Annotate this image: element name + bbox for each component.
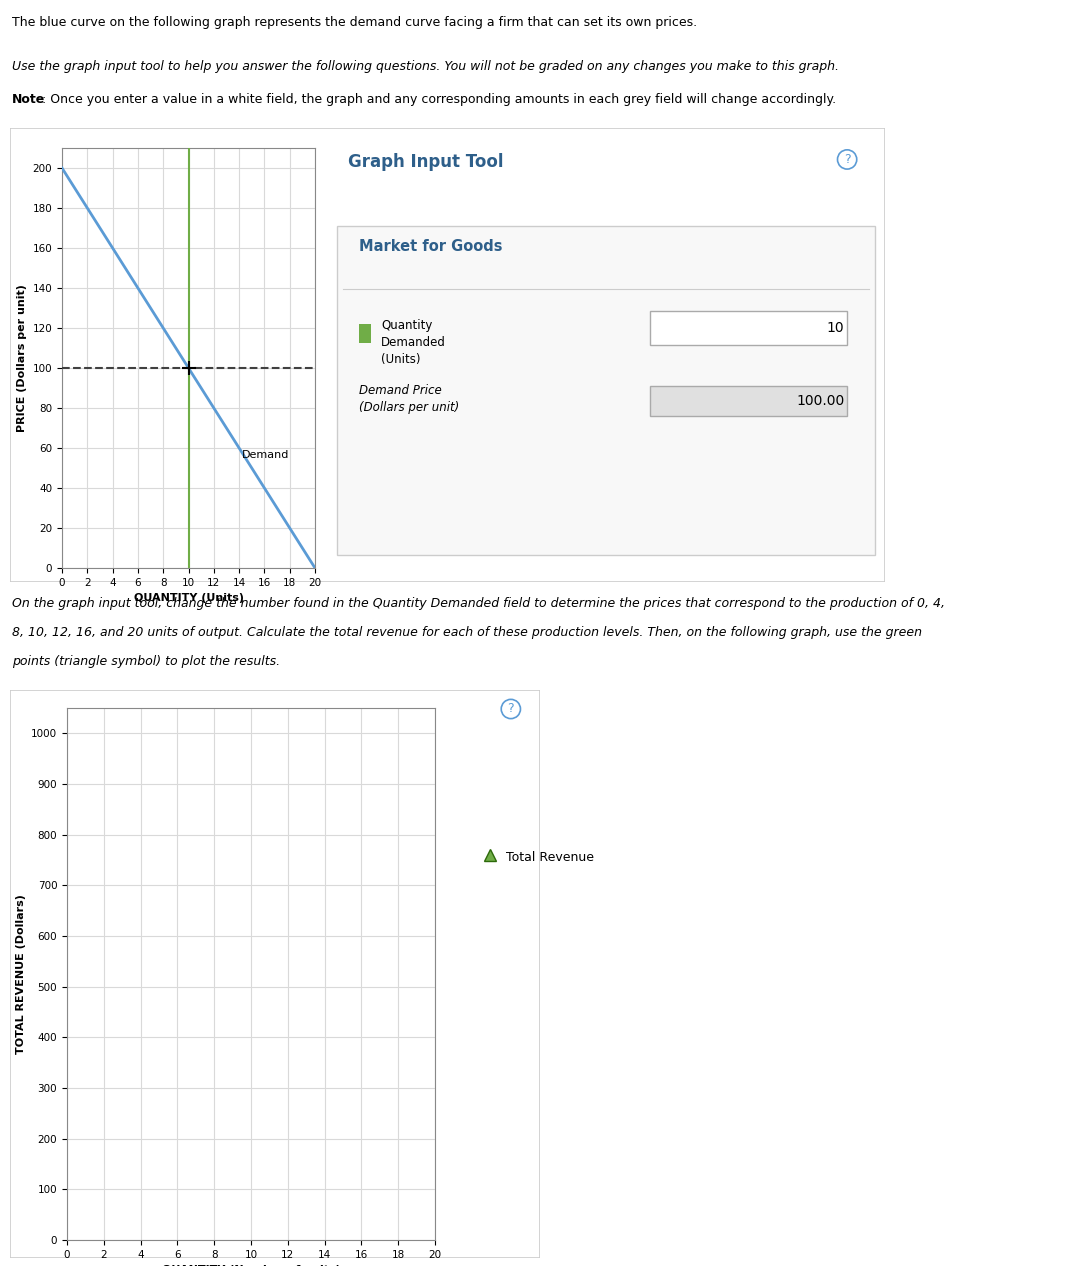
Text: Use the graph input tool to help you answer the following questions. You will no: Use the graph input tool to help you ans… xyxy=(12,60,839,73)
Bar xyxy=(650,310,847,346)
Text: 8, 10, 12, 16, and 20 units of output. Calculate the total revenue for each of t: 8, 10, 12, 16, and 20 units of output. C… xyxy=(12,625,922,639)
Bar xyxy=(650,386,847,417)
Text: Demand: Demand xyxy=(242,449,289,460)
Text: Demand Price
(Dollars per unit): Demand Price (Dollars per unit) xyxy=(359,384,459,414)
Text: points (triangle symbol) to plot the results.: points (triangle symbol) to plot the res… xyxy=(12,655,280,668)
Text: Graph Input Tool: Graph Input Tool xyxy=(349,153,504,171)
Text: ?: ? xyxy=(844,153,850,166)
Text: 100.00: 100.00 xyxy=(796,395,845,409)
Text: Total Revenue: Total Revenue xyxy=(506,851,594,865)
Text: ?: ? xyxy=(508,703,514,715)
Text: On the graph input tool, change the number found in the Quantity Demanded field : On the graph input tool, change the numb… xyxy=(12,598,945,610)
Text: 10: 10 xyxy=(826,320,845,335)
Y-axis label: TOTAL REVENUE (Dollars): TOTAL REVENUE (Dollars) xyxy=(15,894,26,1053)
X-axis label: QUANTITY (Units): QUANTITY (Units) xyxy=(133,594,243,604)
Text: Market for Goods: Market for Goods xyxy=(359,239,502,254)
Text: Note: Note xyxy=(12,92,45,106)
Text: The blue curve on the following graph represents the demand curve facing a firm : The blue curve on the following graph re… xyxy=(12,16,697,29)
Text: Quantity
Demanded
(Units): Quantity Demanded (Units) xyxy=(381,319,447,366)
Bar xyxy=(338,227,875,555)
Bar xyxy=(359,324,371,343)
Y-axis label: PRICE (Dollars per unit): PRICE (Dollars per unit) xyxy=(17,284,27,432)
Text: : Once you enter a value in a white field, the graph and any corresponding amoun: : Once you enter a value in a white fiel… xyxy=(42,92,836,106)
